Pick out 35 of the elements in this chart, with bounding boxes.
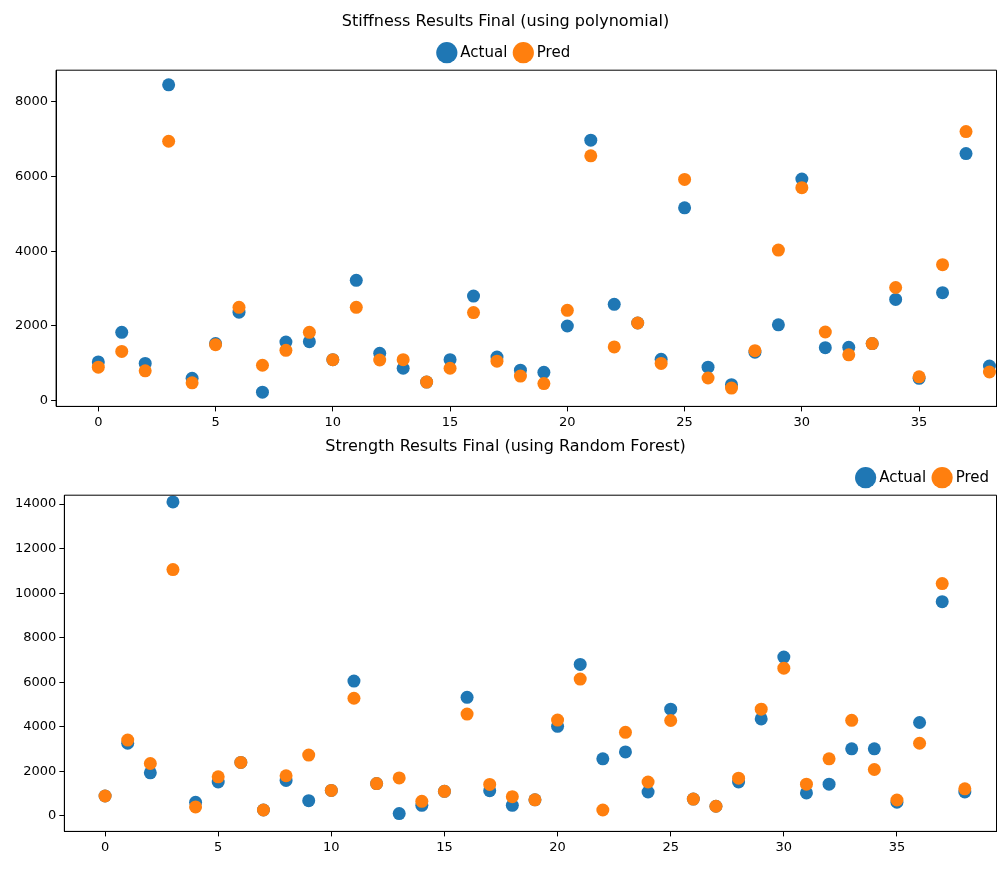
x-tick-label: 25 <box>676 413 693 429</box>
y-tick-label: 2000 <box>14 317 49 333</box>
x-tick-label: 30 <box>775 838 793 854</box>
legend-label: Actual <box>879 467 927 486</box>
x-tick-label: 15 <box>441 413 459 429</box>
y-tick-label: 10000 <box>15 584 57 600</box>
y-tick-label: 6000 <box>23 673 57 689</box>
y-tick-label: 2000 <box>23 762 57 778</box>
legend-label: Pred <box>955 467 990 486</box>
legend-label: Actual <box>460 42 508 61</box>
y-tick-label: 6000 <box>14 167 49 183</box>
x-tick-label: 25 <box>662 838 679 854</box>
x-tick-label: 20 <box>559 413 576 429</box>
x-tick-label: 0 <box>100 838 110 854</box>
y-tick-label: 4000 <box>23 718 57 734</box>
chart-title: Stiffness Results Final (using polynomial) <box>341 10 670 30</box>
y-tick-label: 0 <box>48 807 57 823</box>
x-tick-label: 0 <box>94 413 103 429</box>
y-tick-label: 14000 <box>15 495 57 511</box>
x-tick-label: 10 <box>324 413 342 429</box>
x-tick-label: 5 <box>211 413 220 429</box>
x-tick-label: 5 <box>214 838 223 854</box>
x-tick-label: 35 <box>910 413 928 429</box>
y-tick-label: 12000 <box>15 540 57 556</box>
chart-title: Strength Results Final (using Random Forest) <box>325 435 686 455</box>
x-tick-label: 30 <box>793 413 811 429</box>
x-tick-label: 20 <box>549 838 566 854</box>
y-tick-label: 4000 <box>14 242 49 258</box>
x-tick-label: 10 <box>323 838 340 854</box>
legend-label: Pred <box>536 42 571 61</box>
y-tick-label: 8000 <box>23 629 57 645</box>
y-tick-label: 0 <box>39 392 49 408</box>
x-tick-label: 15 <box>436 838 453 854</box>
y-tick-label: 8000 <box>14 92 49 108</box>
x-tick-label: 35 <box>888 838 906 854</box>
